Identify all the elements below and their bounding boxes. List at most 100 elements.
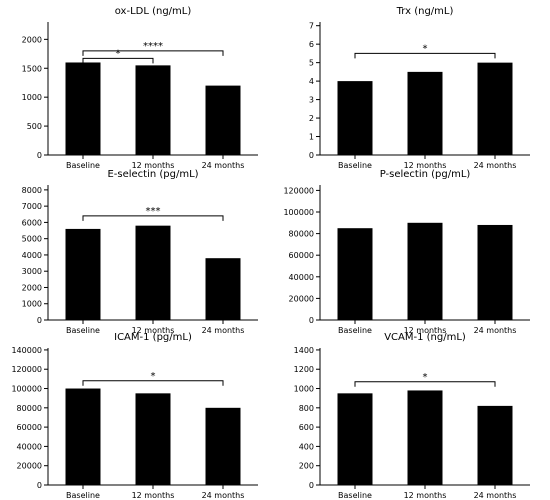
y-tick-label: 5000 — [22, 235, 42, 244]
y-tick-label: 6 — [309, 40, 314, 49]
y-tick-label: 1000 — [294, 385, 314, 394]
x-tick-label: 12 months — [404, 161, 447, 170]
y-tick-label: 100000 — [11, 385, 42, 394]
chart-panel-6: VCAM-1 (ng/mL) 0 200 400 600 800 1000 1200 1400 B… — [294, 332, 530, 500]
x-tick-label: 24 months — [474, 161, 517, 170]
chart-title: ICAM-1 (pg/mL) — [114, 332, 192, 343]
x-tick-label: 24 months — [474, 491, 517, 500]
x-tick-label: Baseline — [66, 326, 100, 335]
bar-2 — [135, 393, 171, 485]
y-tick-label: 1000 — [22, 93, 42, 102]
x-tick-label: Baseline — [338, 491, 372, 500]
y-tick-label: 3000 — [22, 267, 42, 276]
y-tick-label: 400 — [299, 442, 314, 451]
y-tick-label: 3 — [309, 96, 314, 105]
bar-2 — [407, 71, 443, 155]
bar-2 — [135, 65, 171, 155]
bar-1 — [65, 388, 101, 485]
bar-3 — [205, 85, 241, 155]
significance-label: * — [116, 48, 121, 59]
y-tick-label: 0 — [37, 481, 42, 490]
y-tick-label: 1 — [309, 133, 314, 142]
bar-1 — [65, 62, 101, 156]
y-tick-label: 60000 — [289, 251, 314, 260]
x-tick-label: 12 months — [132, 161, 175, 170]
y-tick-label: 200 — [299, 462, 314, 471]
x-tick-label: 24 months — [202, 491, 245, 500]
y-tick-label: 500 — [27, 122, 42, 131]
chart-title: VCAM-1 (ng/mL) — [384, 332, 466, 343]
bar-3 — [205, 407, 241, 485]
y-tick-label: 5 — [309, 59, 314, 68]
y-tick-label: 1000 — [22, 300, 42, 309]
significance-bracket-1 — [82, 380, 224, 386]
bar-1 — [337, 81, 373, 155]
bar-3 — [477, 224, 513, 320]
chart-panel-3: E-selectin (pg/mL) 0 1000 2000 3000 4000 5000 6… — [22, 169, 258, 335]
y-tick-label: 2 — [309, 114, 314, 123]
y-tick-label: 0 — [37, 316, 42, 325]
significance-bracket-1 — [82, 215, 224, 221]
y-tick-label: 120000 — [11, 365, 42, 374]
y-tick-label: 20000 — [289, 294, 314, 303]
y-tick-label: 0 — [37, 151, 42, 160]
chart-title: E-selectin (pg/mL) — [107, 169, 198, 180]
y-tick-label: 120000 — [283, 186, 314, 195]
y-tick-label: 100000 — [283, 208, 314, 217]
y-tick-label: 6000 — [22, 218, 42, 227]
y-tick-label: 600 — [299, 423, 314, 432]
chart-panel-2: Trx (ng/mL) 0 1 2 3 4 5 6 7 Baseline 12 months 24 m… — [309, 6, 530, 170]
y-tick-label: 80000 — [289, 230, 314, 239]
bar-3 — [477, 62, 513, 156]
bar-2 — [135, 225, 171, 320]
bar-2 — [407, 390, 443, 485]
y-tick-label: 2000 — [22, 283, 42, 292]
significance-label: * — [151, 371, 156, 382]
x-tick-label: Baseline — [338, 326, 372, 335]
significance-label: *** — [146, 206, 161, 217]
significance-bracket-1 — [82, 57, 154, 64]
y-tick-label: 7 — [309, 22, 314, 31]
chart-panel-4: P-selectin (pg/mL) 0 20000 40000 60000 80000 1… — [283, 169, 530, 335]
y-tick-label: 1500 — [22, 64, 42, 73]
x-tick-label: 12 months — [404, 326, 447, 335]
chart-panel-1: ox-LDL (ng/mL) 0 500 1000 1500 2000 Baseline 12… — [22, 6, 258, 170]
x-tick-label: 24 months — [474, 326, 517, 335]
bar-3 — [477, 405, 513, 485]
y-tick-label: 40000 — [289, 273, 314, 282]
x-tick-label: 24 months — [202, 161, 245, 170]
x-tick-label: 12 months — [132, 491, 175, 500]
y-tick-label: 1200 — [294, 365, 314, 374]
bar-1 — [65, 228, 101, 320]
x-tick-label: Baseline — [66, 161, 100, 170]
x-tick-label: 24 months — [202, 326, 245, 335]
y-tick-label: 4000 — [22, 251, 42, 260]
y-tick-label: 4 — [309, 77, 314, 86]
x-tick-label: 12 months — [132, 326, 175, 335]
bar-3 — [205, 258, 241, 320]
chart-title: ox-LDL (ng/mL) — [115, 6, 192, 17]
chart-title: Trx (ng/mL) — [396, 6, 454, 17]
y-tick-label: 8000 — [22, 186, 42, 195]
y-tick-label: 1400 — [294, 346, 314, 355]
y-tick-label: 20000 — [17, 462, 42, 471]
significance-label: * — [423, 372, 428, 383]
y-tick-label: 40000 — [17, 442, 42, 451]
significance-bracket-1 — [354, 52, 496, 59]
y-tick-label: 2000 — [22, 35, 42, 44]
chart-title: P-selectin (pg/mL) — [380, 169, 471, 180]
chart-panel-5: ICAM-1 (pg/mL) 0 20000 40000 60000 80000 10000… — [11, 332, 258, 500]
y-tick-label: 0 — [309, 151, 314, 160]
bar-2 — [407, 222, 443, 320]
y-tick-label: 800 — [299, 404, 314, 413]
y-tick-label: 80000 — [17, 404, 42, 413]
bar-1 — [337, 228, 373, 320]
significance-bracket-1 — [354, 381, 496, 387]
y-tick-label: 0 — [309, 481, 314, 490]
y-tick-label: 140000 — [11, 346, 42, 355]
y-tick-label: 0 — [309, 316, 314, 325]
y-tick-label: 60000 — [17, 423, 42, 432]
significance-label: **** — [143, 41, 163, 52]
y-tick-label: 7000 — [22, 202, 42, 211]
